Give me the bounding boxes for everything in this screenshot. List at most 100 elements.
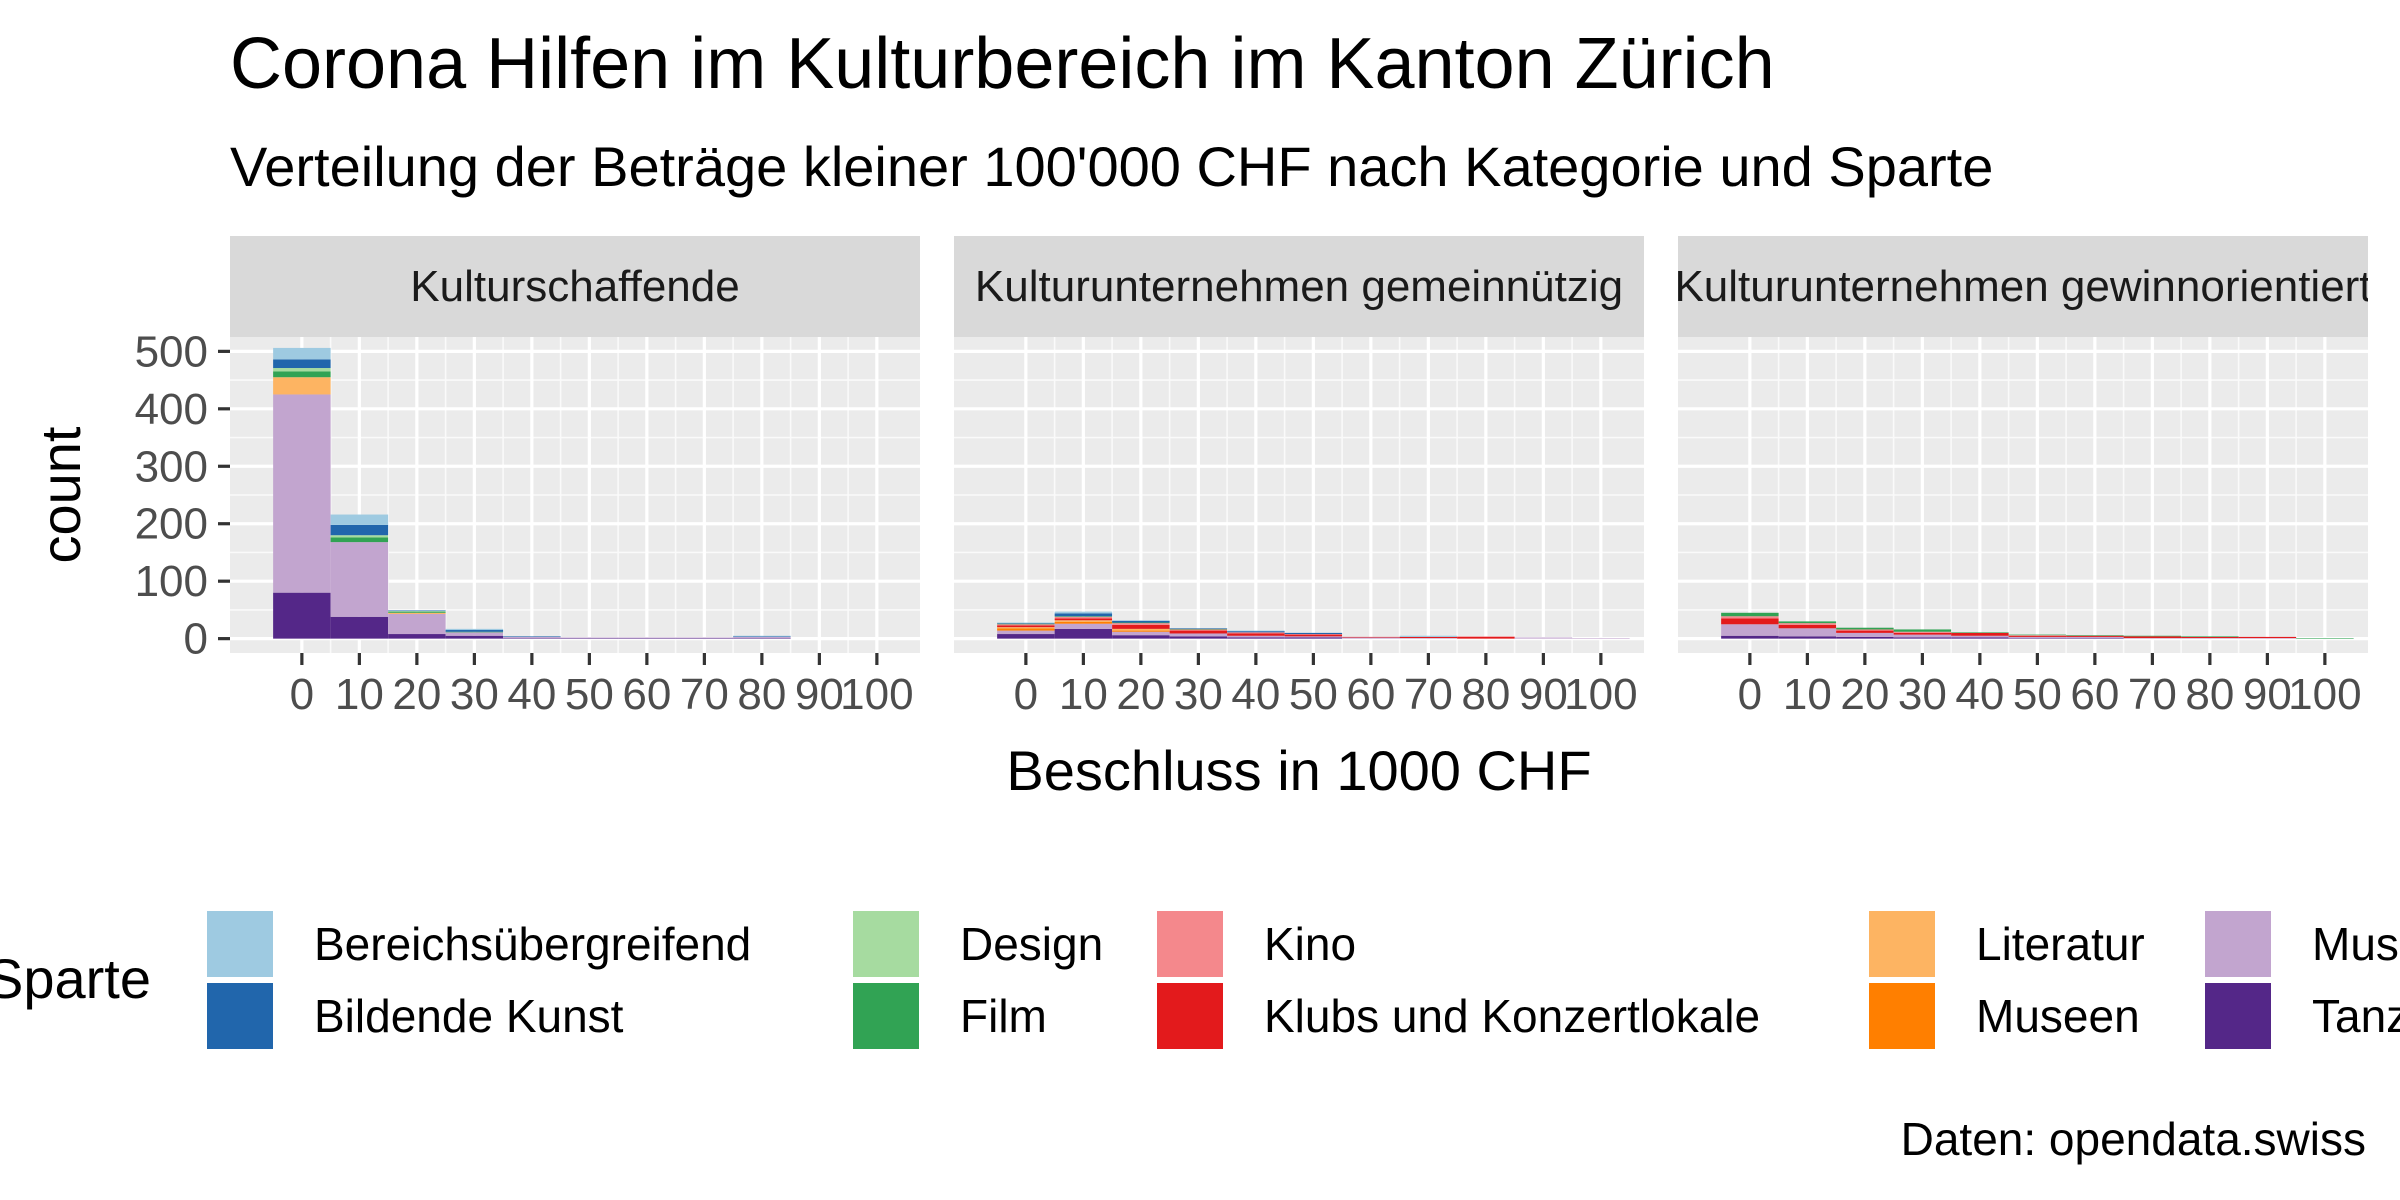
y-tick-label: 400	[135, 385, 208, 434]
bar-segment-bereichsübergreifend	[733, 635, 791, 637]
x-tick-label: 50	[1289, 670, 1338, 719]
x-tick-label: 0	[1014, 670, 1038, 719]
y-tick-label: 0	[184, 615, 208, 664]
bar-segment-film	[1836, 627, 1894, 630]
x-tick-label: 60	[1346, 670, 1395, 719]
bar-segment-kino	[1778, 623, 1837, 625]
bar-segment-tanz	[1284, 637, 1343, 639]
bar-segment-musik	[2123, 638, 2182, 639]
bar-segment-tanz	[2008, 638, 2067, 639]
bar-segment-kino	[1836, 629, 1894, 631]
bar-segment-musik	[1227, 635, 1285, 638]
bar-segment-kino	[1054, 616, 1113, 619]
bar-segment-bildende-kunst	[388, 610, 446, 612]
legend-key	[1867, 981, 1937, 1051]
bar-segment-film	[330, 537, 389, 543]
bar-segment-kino	[1227, 632, 1285, 634]
bar-segment-design	[273, 368, 331, 372]
bar-segment-musik	[560, 637, 619, 639]
bar-segment-klubs-und-konzertlokale	[1399, 636, 1458, 639]
x-tick-label: 10	[1783, 670, 1832, 719]
bar-segment-musik	[1778, 628, 1837, 637]
bar-segment-tanz	[1112, 635, 1170, 639]
legend-key	[205, 909, 275, 979]
bar-segment-bildende-kunst	[503, 636, 561, 637]
bar-segment-tanz	[2066, 638, 2124, 639]
facet-strip-background	[954, 236, 1644, 337]
bar-segment-tanz	[997, 634, 1055, 639]
bar-segment-klubs-und-konzertlokale	[2008, 635, 2067, 637]
bar-segment-tanz	[1893, 637, 1952, 639]
chart-title: Corona Hilfen im Kulturbereich im Kanton…	[230, 24, 1775, 104]
bar-segment-kino	[1893, 631, 1952, 633]
bar-segment-design	[330, 535, 389, 538]
bar-segment-tanz	[503, 638, 561, 639]
bar-segment-museen	[1054, 621, 1113, 624]
x-tick-label: 0	[1738, 670, 1762, 719]
x-tick-label: 100	[840, 670, 913, 719]
y-tick-label: 200	[135, 500, 208, 549]
bar-segment-tanz	[618, 638, 676, 639]
legend-label: Musik	[2312, 918, 2400, 970]
bar-segment-museen	[997, 628, 1055, 631]
bar-segment-kino	[1169, 629, 1228, 631]
x-tick-label: 50	[565, 670, 614, 719]
bar-segment-bildende-kunst	[997, 623, 1055, 624]
bar-segment-film	[388, 611, 446, 613]
bar-segment-film	[1951, 632, 2009, 633]
bar-segment-bildende-kunst	[1284, 632, 1343, 635]
histogram-bars	[997, 611, 1630, 639]
bar-segment-klubs-und-konzertlokale	[1054, 618, 1113, 621]
bar-segment-tanz	[330, 616, 389, 639]
facet-panel-2: Kulturunternehmen gemeinnützig 0 10 20 30 40…	[954, 236, 1644, 719]
bar-segment-film	[273, 371, 331, 378]
bar-segment-musik	[1112, 631, 1170, 636]
x-tick-label: 30	[1898, 670, 1947, 719]
legend-key	[2203, 909, 2273, 979]
bar-segment-musik	[2238, 638, 2297, 639]
legend-title: Sparte	[0, 947, 151, 1010]
bar-segment-musik	[2008, 636, 2067, 639]
x-axis-title: Beschluss in 1000 CHF	[1006, 739, 1591, 802]
x-tick-label: 10	[1059, 670, 1108, 719]
bar-segment-musik	[1284, 636, 1343, 638]
bar-segment-musik	[445, 632, 504, 636]
bar-segment-bereichsübergreifend	[330, 514, 389, 525]
bar-segment-klubs-und-konzertlokale	[2181, 636, 2239, 639]
bar-segment-bildende-kunst	[733, 636, 791, 637]
bar-segment-klubs-und-konzertlokale	[1169, 630, 1228, 634]
bar-segment-musik	[1836, 632, 1894, 637]
y-tick-label: 100	[135, 557, 208, 606]
bar-segment-bildende-kunst	[330, 524, 389, 536]
bar-segment-musik	[503, 636, 561, 639]
bar-segment-klubs-und-konzertlokale	[1342, 636, 1400, 638]
legend-label: Kino	[1264, 918, 1356, 970]
bar-segment-klubs-und-konzertlokale	[1457, 636, 1515, 639]
bar-segment-film	[1721, 612, 1779, 617]
bar-segment-musik	[1721, 624, 1779, 636]
bar-segment-film	[1112, 622, 1170, 624]
chart-subtitle: Verteilung der Beträge kleiner 100'000 C…	[230, 135, 1993, 198]
bar-segment-bildende-kunst	[445, 630, 504, 632]
x-tick-label: 30	[450, 670, 499, 719]
legend-key	[1155, 909, 1225, 979]
bar-segment-klubs-und-konzertlokale	[1893, 632, 1952, 635]
bar-segment-klubs-und-konzertlokale	[1951, 632, 2009, 636]
bar-segment-film	[1054, 616, 1113, 617]
bar-segment-kino	[1457, 636, 1515, 637]
bar-segment-musik	[1572, 638, 1630, 639]
bar-segment-literatur	[997, 627, 1055, 629]
bar-segment-film	[1169, 628, 1228, 630]
bar-segment-musik	[330, 542, 389, 617]
bar-segment-tanz	[1836, 636, 1894, 639]
legend-label: Tanz	[2312, 990, 2400, 1042]
bar-segment-bereichsübergreifend	[1112, 620, 1170, 621]
legend-key	[1155, 981, 1225, 1051]
bar-segment-musik	[388, 613, 446, 635]
x-tick-label: 30	[1174, 670, 1223, 719]
y-axis: 0 100 200 300 400 500	[135, 327, 230, 664]
x-tick-label: 50	[2013, 670, 2062, 719]
x-tick-label: 20	[392, 670, 441, 719]
bar-segment-musik	[2066, 636, 2124, 639]
